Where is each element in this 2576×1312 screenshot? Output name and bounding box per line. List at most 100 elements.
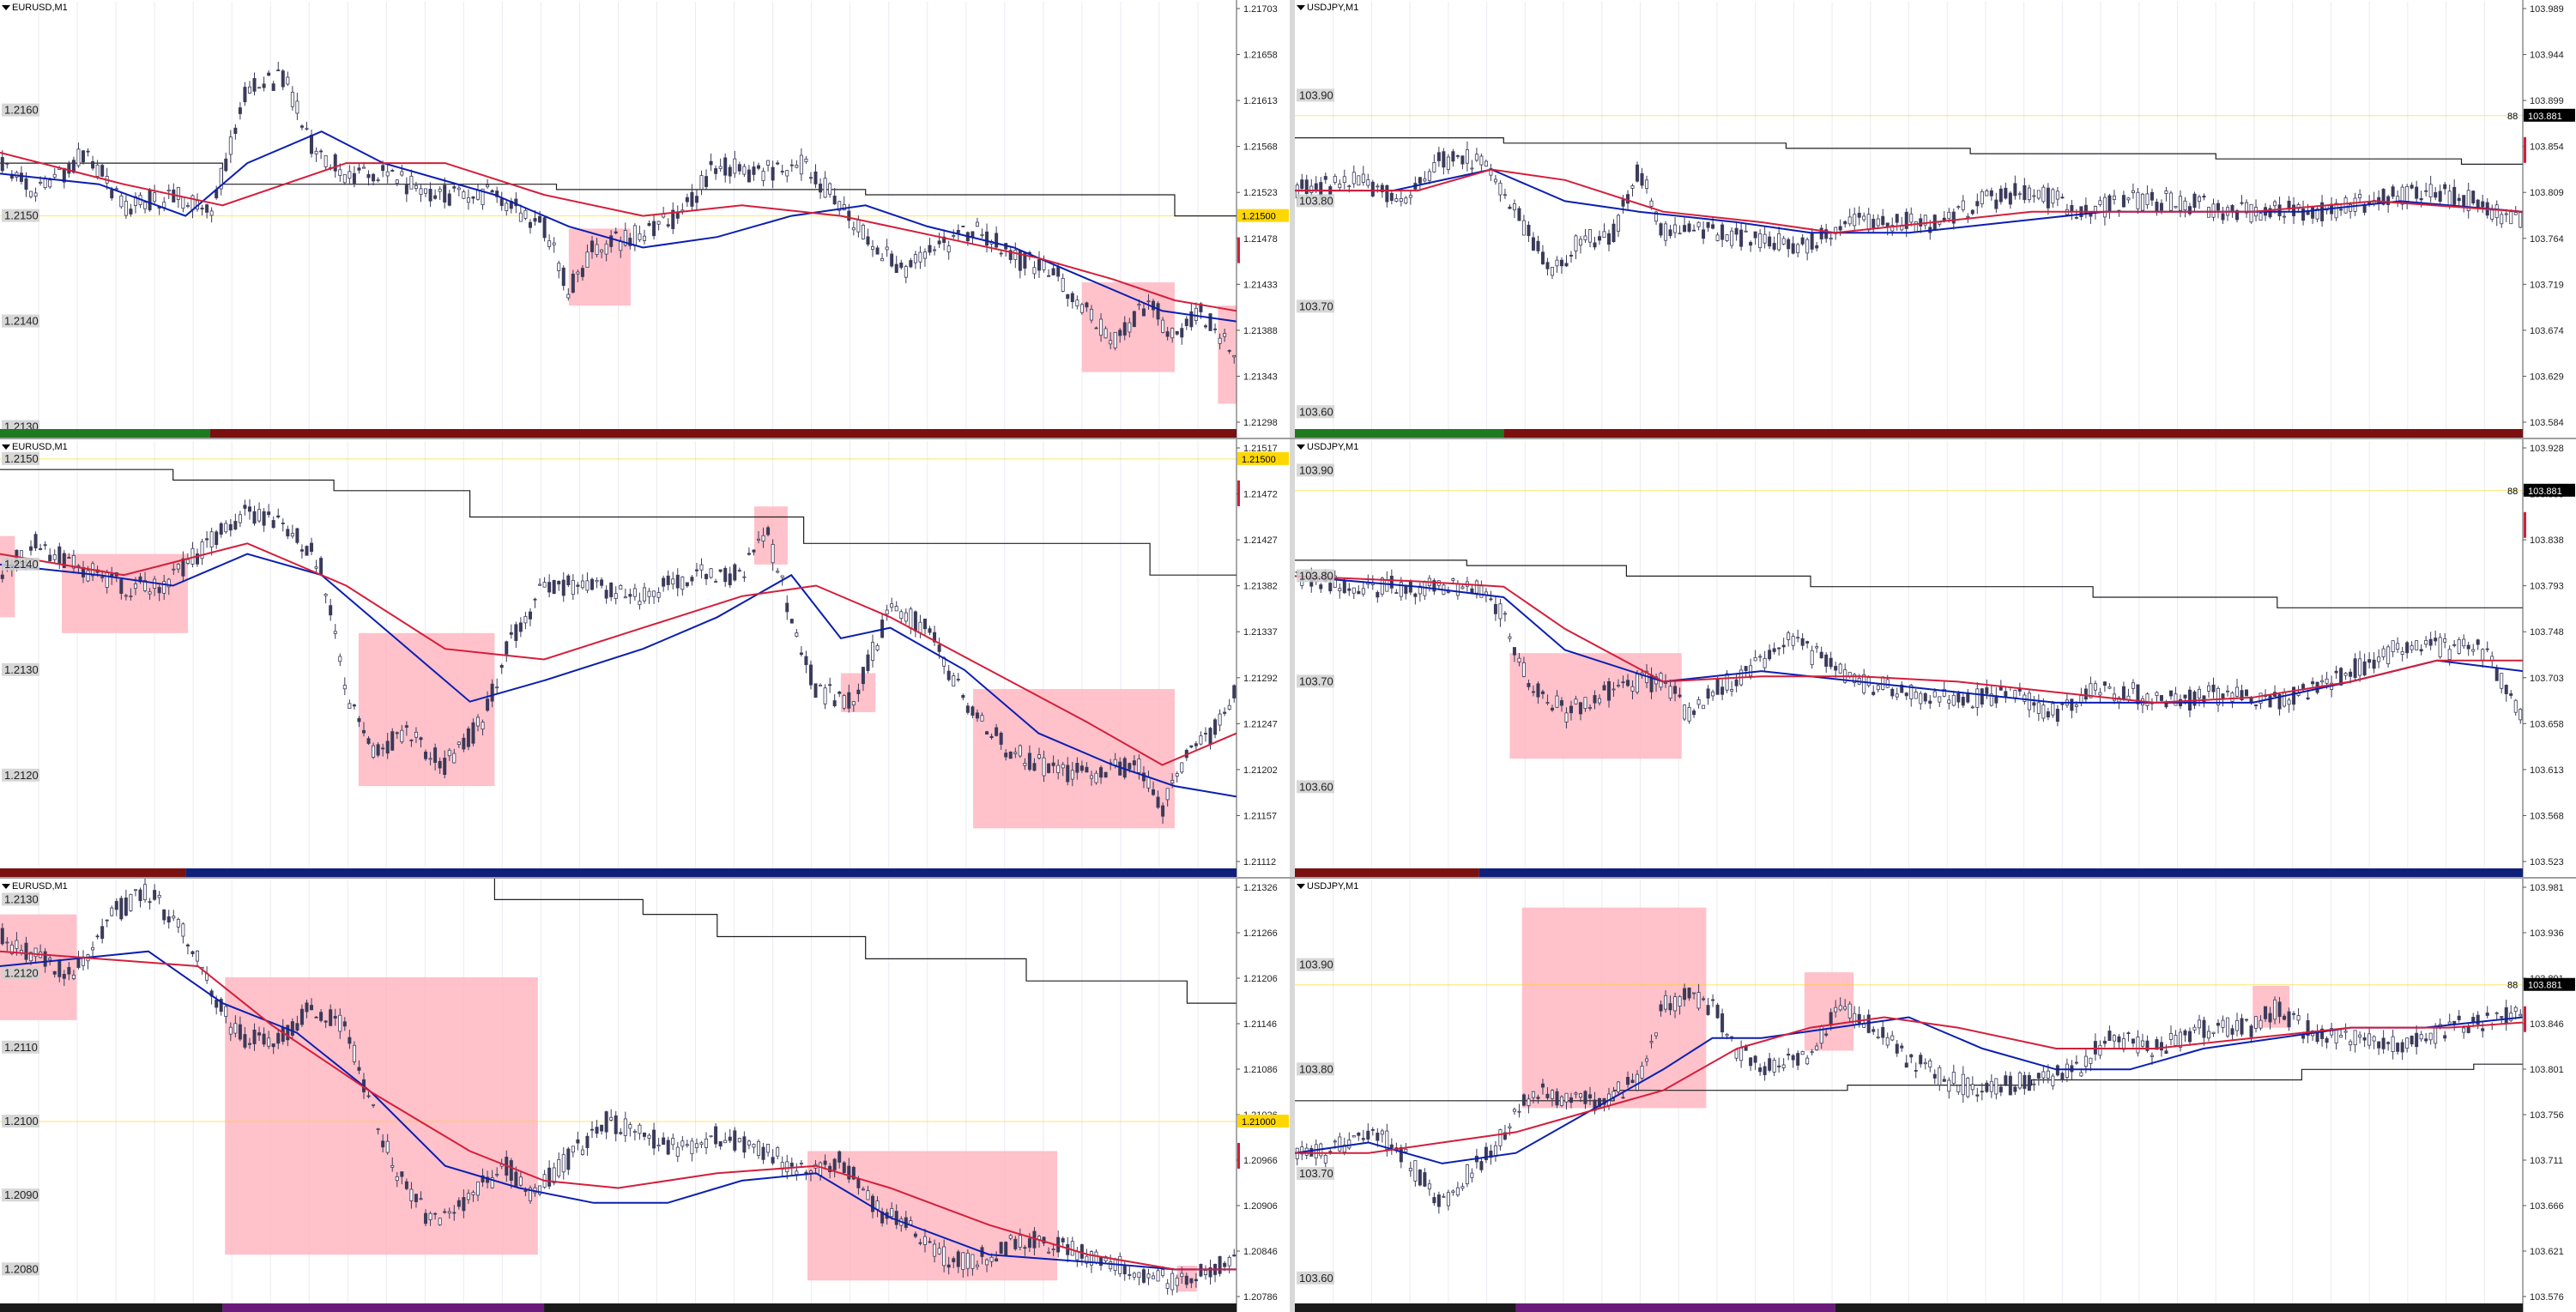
price-tick-label: 103.928	[2530, 444, 2564, 454]
candle	[471, 1190, 475, 1202]
candle-body	[971, 706, 975, 716]
candle-body	[129, 893, 133, 911]
candle-body	[1872, 1029, 1876, 1032]
candle-body	[1951, 211, 1956, 224]
candle	[414, 727, 418, 743]
candle-body	[1227, 704, 1231, 710]
candle	[647, 1133, 651, 1146]
candle	[2283, 1013, 2287, 1021]
candle	[1706, 221, 1710, 233]
candle	[1328, 1149, 1333, 1155]
candle	[1531, 232, 1535, 251]
candle	[2017, 1071, 2022, 1091]
candle	[271, 81, 275, 91]
candle	[2452, 179, 2457, 206]
candle	[286, 71, 290, 87]
candle-body	[2362, 661, 2367, 676]
candle-body	[1018, 745, 1022, 757]
candle-body	[2311, 207, 2315, 219]
candle-body	[52, 554, 57, 560]
candle-body	[1758, 656, 1763, 658]
left-price-label: 103.80	[1297, 569, 1334, 583]
candle	[2107, 193, 2112, 219]
chart-pane-eurusd-2[interactable]: 1.21501.21401.21301.21201.21101.215171.2…	[0, 439, 1290, 877]
candle-body	[15, 940, 19, 949]
candle	[2221, 206, 2225, 224]
candle	[1668, 224, 1672, 239]
candle-body	[2074, 1061, 2078, 1064]
candle-body	[39, 548, 43, 550]
price-tick-label: 1.21112	[1243, 857, 1276, 868]
candle	[2410, 182, 2414, 190]
candle-body	[1446, 156, 1450, 171]
candle	[1218, 709, 1222, 732]
left-label-text: 1.2140	[4, 315, 39, 328]
candle	[2306, 203, 2310, 215]
candle	[295, 93, 299, 120]
candle	[557, 580, 561, 591]
chart-pane-usdjpy-1[interactable]: 103.90 103.80 103.70 103.60 103.989 103.944 10…	[1295, 0, 2576, 438]
candle	[95, 160, 100, 180]
chart-menu-icon[interactable]	[2, 884, 10, 889]
candle-body	[495, 686, 499, 689]
candle	[1781, 235, 1786, 245]
candle-body	[928, 628, 932, 633]
candle-body	[2178, 196, 2182, 211]
chart-pane-eurusd-1[interactable]: 1.2160 1.2150 1.2140 1.2130 1.21703 1.21658 1.…	[0, 0, 1290, 438]
candle-body	[1066, 293, 1070, 299]
candle-body	[319, 558, 324, 575]
candle	[813, 164, 818, 189]
candle-body	[338, 169, 342, 176]
candle	[452, 748, 457, 764]
candle	[2178, 190, 2182, 218]
candle	[1843, 999, 1847, 1012]
candle	[866, 228, 870, 247]
candle-body	[2226, 1017, 2230, 1037]
candle	[2023, 1071, 2027, 1095]
candle	[780, 164, 784, 176]
chart-menu-icon[interactable]	[2, 444, 10, 450]
chart-menu-icon[interactable]	[2, 5, 10, 10]
price-marker	[2524, 511, 2526, 538]
candle-body	[1085, 766, 1089, 773]
candle-body	[985, 231, 989, 246]
candle-body	[361, 166, 366, 169]
candle-body	[2277, 204, 2282, 217]
candle	[1696, 221, 1701, 231]
candle-body	[838, 1151, 842, 1163]
candle-body	[1999, 188, 2003, 203]
chart-pane-usdjpy-3[interactable]: 103.90 103.80 103.70 103.60 103.981 103.936 10…	[1295, 879, 2576, 1312]
chart-menu-icon[interactable]	[1297, 5, 1305, 10]
candle	[348, 1029, 352, 1049]
candle	[566, 287, 571, 301]
candle	[2187, 203, 2192, 216]
candle-body	[904, 266, 908, 278]
candle	[2083, 197, 2088, 219]
candle-body	[1479, 1161, 1484, 1170]
candle	[1645, 1055, 1649, 1067]
candle-body	[2051, 1075, 2055, 1086]
candle	[433, 743, 438, 771]
candle-body	[2159, 695, 2163, 701]
candle	[1361, 580, 1365, 597]
candle	[2485, 641, 2489, 653]
candle-body	[1460, 155, 1465, 165]
candle-body	[894, 1211, 898, 1225]
chart-menu-icon[interactable]	[1297, 444, 1305, 450]
candle-body	[2434, 638, 2438, 642]
chart-pane-eurusd-3[interactable]: 1.2130 1.2120 1.2110 1.2100 1.2090 1.2080 1.21…	[0, 879, 1290, 1312]
candle	[699, 170, 704, 196]
candle	[129, 588, 133, 601]
candle-body	[1085, 302, 1089, 308]
candle	[1493, 596, 1497, 621]
left-price-label: 103.90	[1297, 463, 1334, 477]
price-tick-label: 1.21146	[1243, 1019, 1277, 1030]
candle	[642, 583, 646, 604]
candle	[989, 733, 994, 740]
candle	[243, 499, 247, 516]
candle-body	[538, 1185, 542, 1194]
candle	[795, 160, 799, 169]
candle	[476, 714, 481, 732]
candle	[1951, 692, 1956, 707]
chart-pane-usdjpy-2[interactable]: 103.90103.80103.70103.60103.928103.88310…	[1295, 439, 2576, 877]
